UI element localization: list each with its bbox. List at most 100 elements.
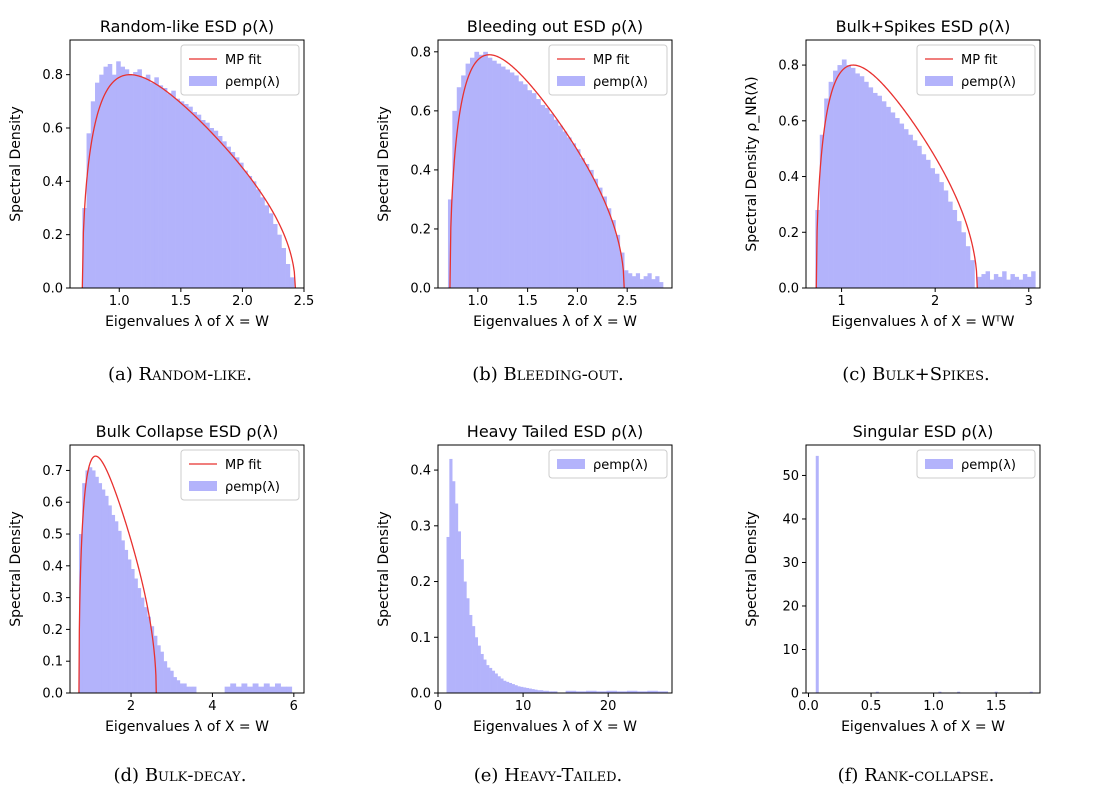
x-tick-label: 2.0 bbox=[567, 294, 588, 309]
histogram-bar bbox=[930, 168, 935, 288]
legend-label: MP fit bbox=[593, 53, 629, 68]
histogram-bar bbox=[230, 152, 236, 288]
x-tick-label: 4 bbox=[208, 699, 216, 714]
x-tick-label: 20 bbox=[600, 699, 617, 714]
histogram-bar bbox=[624, 270, 629, 288]
histogram-bar bbox=[881, 101, 887, 288]
histogram-bar bbox=[121, 540, 125, 693]
histogram-bar bbox=[934, 173, 940, 288]
histogram-bar bbox=[908, 134, 913, 288]
histogram-bar bbox=[150, 82, 155, 288]
plot-area bbox=[447, 51, 664, 288]
histogram-bar bbox=[108, 505, 112, 693]
legend-swatch-hist bbox=[189, 481, 217, 491]
mp-fit-line bbox=[815, 64, 978, 288]
histogram-bar bbox=[101, 489, 106, 693]
caption-b: (b) Bleeding-out. bbox=[472, 364, 624, 385]
histogram-bar bbox=[554, 691, 558, 693]
legend-label: MP fit bbox=[225, 53, 261, 68]
x-axis-label: Eigenvalues λ of X = WᵀW bbox=[831, 314, 1014, 330]
histogram-bar bbox=[553, 119, 559, 288]
histogram-bar bbox=[280, 686, 287, 693]
y-tick-label: 20 bbox=[782, 599, 799, 614]
histogram-bar bbox=[514, 685, 518, 693]
histogram-bar bbox=[956, 221, 962, 288]
legend-box bbox=[548, 449, 668, 479]
histogram-bar bbox=[643, 276, 648, 288]
histogram-bar bbox=[886, 106, 891, 288]
histogram-bar bbox=[133, 72, 138, 288]
histogram-bar bbox=[474, 637, 479, 693]
histogram-bar bbox=[160, 651, 164, 693]
histogram-bar bbox=[551, 691, 555, 693]
histogram-bar bbox=[285, 264, 291, 288]
histogram-bar bbox=[222, 141, 227, 288]
histogram-bar bbox=[474, 51, 480, 288]
histogram-bar bbox=[542, 690, 547, 693]
legend: ρemp(λ) bbox=[916, 449, 1036, 479]
histogram-bar bbox=[659, 282, 664, 288]
y-tick-label: 0.0 bbox=[410, 282, 431, 297]
axes-frame bbox=[437, 39, 673, 289]
histogram-bar bbox=[95, 82, 100, 288]
histogram-bar bbox=[95, 476, 99, 693]
legend-swatch-hist bbox=[557, 76, 585, 86]
histogram-bar bbox=[921, 154, 927, 288]
x-tick-label: 2.0 bbox=[232, 294, 253, 309]
histogram-bar bbox=[128, 74, 134, 288]
histogram-bar bbox=[828, 81, 834, 288]
y-tick-label: 0.8 bbox=[778, 59, 799, 74]
chart-title: Random-like ESD ρ(λ) bbox=[100, 17, 274, 36]
histogram-bar bbox=[545, 690, 549, 693]
histogram-bar bbox=[170, 670, 174, 693]
histogram-bar bbox=[655, 276, 660, 288]
x-tick-label: 0.0 bbox=[798, 699, 819, 714]
histogram-bar bbox=[584, 164, 590, 288]
y-tick-label: 0.0 bbox=[410, 687, 431, 702]
histogram-bar bbox=[251, 181, 257, 288]
histogram-bar bbox=[179, 683, 184, 693]
histogram-bar bbox=[269, 686, 276, 693]
legend-label: ρemp(λ) bbox=[961, 458, 1016, 473]
histogram-bar bbox=[205, 122, 210, 288]
histogram-bar bbox=[586, 690, 597, 693]
histogram-bar bbox=[855, 73, 860, 288]
caption-e: (e) Heavy-Tailed. bbox=[473, 765, 623, 786]
histogram-bar bbox=[626, 690, 638, 693]
histogram-bar bbox=[256, 189, 261, 288]
histogram-bar bbox=[565, 690, 577, 693]
x-tick-label: 1.5 bbox=[170, 294, 191, 309]
histogram-bar bbox=[628, 273, 633, 288]
y-tick-label: 0.6 bbox=[778, 114, 799, 129]
histogram-bar bbox=[993, 274, 999, 288]
chart-panel-f: 0.0 0.5 1.0 1.5 0 10 20 30 40 50 ρemp(λ) Singular E… bbox=[744, 422, 1041, 735]
histogram-bar bbox=[145, 74, 151, 288]
y-tick-label: 0.6 bbox=[42, 496, 63, 511]
histogram-bar bbox=[158, 85, 164, 288]
histogram-bar bbox=[602, 196, 607, 288]
legend: ρemp(λ) bbox=[548, 449, 668, 479]
histogram-bar bbox=[486, 665, 490, 693]
histogram-bar bbox=[260, 197, 265, 288]
histogram-bar bbox=[268, 213, 274, 288]
x-tick-label: 2.5 bbox=[294, 294, 315, 309]
histogram-bar bbox=[465, 63, 471, 288]
histogram-bar bbox=[537, 690, 541, 693]
histogram-bar bbox=[925, 159, 931, 288]
x-tick-label: 2 bbox=[931, 294, 939, 309]
histogram-bar bbox=[230, 683, 237, 693]
y-axis-label: Spectral Density bbox=[376, 106, 392, 221]
histogram-bar bbox=[819, 134, 825, 288]
histogram-bar bbox=[859, 76, 865, 288]
histogram-bar bbox=[549, 113, 555, 288]
histogram-bar bbox=[500, 678, 504, 693]
histogram-bar bbox=[281, 248, 286, 288]
histogram-bar bbox=[863, 81, 869, 288]
x-tick-label: 0.5 bbox=[861, 699, 882, 714]
legend: MP fit ρemp(λ) bbox=[180, 449, 300, 501]
histogram-bar bbox=[938, 691, 942, 693]
histogram-bar bbox=[457, 531, 461, 693]
histogram-bar bbox=[977, 276, 982, 288]
y-tick-label: 0.6 bbox=[410, 104, 431, 119]
plot-area bbox=[815, 59, 1036, 288]
